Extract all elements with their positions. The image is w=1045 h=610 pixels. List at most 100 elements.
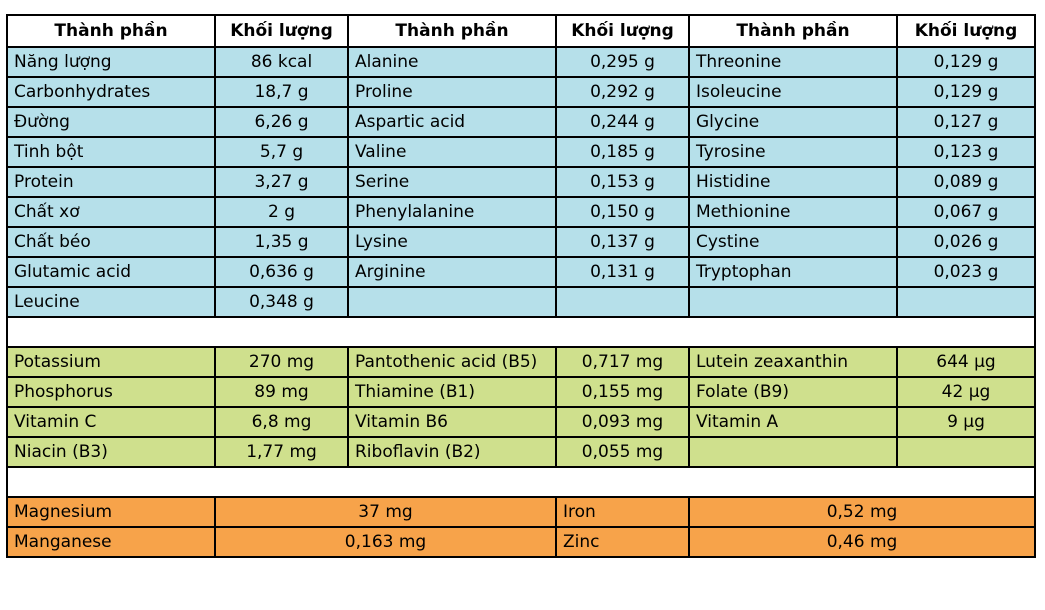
nutrient-name: Folate (B9) — [688, 376, 898, 408]
nutrient-name: Chất béo — [6, 226, 216, 258]
nutrient-mass: 0,026 g — [896, 226, 1036, 258]
nutrient-name: Zinc — [555, 526, 690, 558]
table-row: Protein 3,27 g Serine 0,153 g Histidine … — [6, 166, 1036, 198]
nutrient-name: Chất xơ — [6, 196, 216, 228]
header-mass-1: Khối lượng — [214, 14, 349, 48]
nutrient-mass: 644 µg — [896, 346, 1036, 378]
nutrient-name: Histidine — [688, 166, 898, 198]
nutrient-mass: 0,155 mg — [555, 376, 690, 408]
table-row: Magnesium 37 mg Iron 0,52 mg — [6, 496, 1036, 528]
nutrient-name: Pantothenic acid (B5) — [347, 346, 557, 378]
nutrient-mass: 0,717 mg — [555, 346, 690, 378]
header-name-1: Thành phần — [6, 14, 216, 48]
nutrient-mass: 0,129 g — [896, 46, 1036, 78]
nutrient-mass: 0,348 g — [214, 286, 349, 318]
nutrient-mass: 0,295 g — [555, 46, 690, 78]
nutrient-mass: 0,023 g — [896, 256, 1036, 288]
nutrient-name: Tyrosine — [688, 136, 898, 168]
nutrient-name — [688, 436, 898, 468]
table-row: Carbonhydrates 18,7 g Proline 0,292 g Is… — [6, 76, 1036, 108]
nutrient-mass: 0,127 g — [896, 106, 1036, 138]
nutrient-name: Isoleucine — [688, 76, 898, 108]
nutrient-mass: 1,35 g — [214, 226, 349, 258]
nutrient-mass: 6,8 mg — [214, 406, 349, 438]
header-mass-3: Khối lượng — [896, 14, 1036, 48]
nutrient-name: Serine — [347, 166, 557, 198]
nutrient-mass: 6,26 g — [214, 106, 349, 138]
nutrient-mass: 0,093 mg — [555, 406, 690, 438]
nutrient-mass: 0,185 g — [555, 136, 690, 168]
nutrient-name: Glutamic acid — [6, 256, 216, 288]
table-row: Năng lượng 86 kcal Alanine 0,295 g Threo… — [6, 46, 1036, 78]
nutrient-name: Alanine — [347, 46, 557, 78]
nutrient-mass — [555, 286, 690, 318]
nutrient-mass: 0,46 mg — [688, 526, 1036, 558]
nutrient-mass: 270 mg — [214, 346, 349, 378]
nutrient-mass: 89 mg — [214, 376, 349, 408]
nutrient-name: Threonine — [688, 46, 898, 78]
nutrient-name: Đường — [6, 106, 216, 138]
nutrient-mass: 0,244 g — [555, 106, 690, 138]
nutrient-name: Vitamin B6 — [347, 406, 557, 438]
nutrient-name: Phosphorus — [6, 376, 216, 408]
nutrient-name: Manganese — [6, 526, 216, 558]
header-name-2: Thành phần — [347, 14, 557, 48]
nutrient-name: Vitamin A — [688, 406, 898, 438]
spacer-cell — [6, 316, 1036, 348]
nutrient-name: Riboflavin (B2) — [347, 436, 557, 468]
nutrient-mass: 18,7 g — [214, 76, 349, 108]
nutrient-mass: 0,150 g — [555, 196, 690, 228]
nutrient-name: Leucine — [6, 286, 216, 318]
spacer-cell — [6, 466, 1036, 498]
nutrient-name: Vitamin C — [6, 406, 216, 438]
nutrient-name: Lutein zeaxanthin — [688, 346, 898, 378]
table-row: Chất xơ 2 g Phenylalanine 0,150 g Methio… — [6, 196, 1036, 228]
nutrient-mass: 0,137 g — [555, 226, 690, 258]
nutrient-name: Aspartic acid — [347, 106, 557, 138]
nutrition-table: Thành phần Khối lượng Thành phần Khối lư… — [6, 14, 1036, 558]
nutrient-mass: 0,153 g — [555, 166, 690, 198]
nutrient-mass: 0,055 mg — [555, 436, 690, 468]
nutrient-name: Potassium — [6, 346, 216, 378]
nutrient-mass: 0,163 mg — [214, 526, 557, 558]
nutrient-mass — [896, 436, 1036, 468]
nutrient-mass: 0,089 g — [896, 166, 1036, 198]
nutrient-name — [347, 286, 557, 318]
table-row: Leucine 0,348 g — [6, 286, 1036, 318]
nutrient-mass: 5,7 g — [214, 136, 349, 168]
nutrient-name: Lysine — [347, 226, 557, 258]
table-row: Đường 6,26 g Aspartic acid 0,244 g Glyci… — [6, 106, 1036, 138]
nutrient-mass: 9 µg — [896, 406, 1036, 438]
nutrient-mass: 3,27 g — [214, 166, 349, 198]
nutrient-mass: 0,292 g — [555, 76, 690, 108]
header-mass-2: Khối lượng — [555, 14, 690, 48]
nutrient-name: Glycine — [688, 106, 898, 138]
nutrient-name: Protein — [6, 166, 216, 198]
header-name-3: Thành phần — [688, 14, 898, 48]
nutrient-mass: 0,131 g — [555, 256, 690, 288]
table-row: Vitamin C 6,8 mg Vitamin B6 0,093 mg Vit… — [6, 406, 1036, 438]
nutrient-mass — [896, 286, 1036, 318]
nutrient-mass: 0,129 g — [896, 76, 1036, 108]
nutrient-name: Valine — [347, 136, 557, 168]
nutrient-mass: 1,77 mg — [214, 436, 349, 468]
table-row: Niacin (B3) 1,77 mg Riboflavin (B2) 0,05… — [6, 436, 1036, 468]
nutrient-mass: 0,067 g — [896, 196, 1036, 228]
nutrient-name: Carbonhydrates — [6, 76, 216, 108]
nutrient-name: Iron — [555, 496, 690, 528]
nutrient-mass: 0,123 g — [896, 136, 1036, 168]
nutrient-name: Tinh bột — [6, 136, 216, 168]
table-row: Phosphorus 89 mg Thiamine (B1) 0,155 mg … — [6, 376, 1036, 408]
nutrient-mass: 42 µg — [896, 376, 1036, 408]
table-row: Potassium 270 mg Pantothenic acid (B5) 0… — [6, 346, 1036, 378]
nutrient-mass: 2 g — [214, 196, 349, 228]
nutrient-mass: 86 kcal — [214, 46, 349, 78]
table-row: Glutamic acid 0,636 g Arginine 0,131 g T… — [6, 256, 1036, 288]
table-row: Tinh bột 5,7 g Valine 0,185 g Tyrosine 0… — [6, 136, 1036, 168]
nutrition-table-container: Thành phần Khối lượng Thành phần Khối lư… — [6, 14, 1036, 558]
nutrient-name: Arginine — [347, 256, 557, 288]
table-row: Manganese 0,163 mg Zinc 0,46 mg — [6, 526, 1036, 558]
nutrient-name: Proline — [347, 76, 557, 108]
nutrient-mass: 0,52 mg — [688, 496, 1036, 528]
nutrient-name: Tryptophan — [688, 256, 898, 288]
